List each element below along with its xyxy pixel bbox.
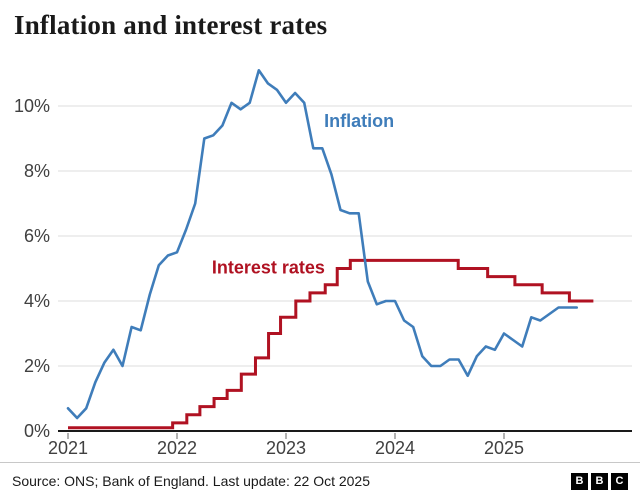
- chart-title: Inflation and interest rates: [14, 10, 328, 40]
- svg-text:2023: 2023: [266, 438, 306, 458]
- svg-text:2025: 2025: [484, 438, 524, 458]
- svg-text:Interest rates: Interest rates: [212, 257, 325, 277]
- line-chart: 0% 2% 4% 6% 8% 10% 2021 2022 2023 2024 2025 Inflati…: [14, 69, 632, 458]
- svg-text:4%: 4%: [24, 291, 50, 311]
- footer: Source: ONS; Bank of England. Last updat…: [0, 462, 640, 499]
- bbc-logo: B B C: [571, 472, 628, 490]
- svg-text:2%: 2%: [24, 356, 50, 376]
- bbc-logo-letter: C: [611, 472, 628, 490]
- svg-text:10%: 10%: [14, 96, 50, 116]
- bbc-logo-letter: B: [591, 472, 608, 490]
- svg-text:2022: 2022: [157, 438, 197, 458]
- svg-text:2021: 2021: [48, 438, 88, 458]
- bbc-logo-letter: B: [571, 472, 588, 490]
- svg-text:2024: 2024: [375, 438, 415, 458]
- svg-text:Inflation: Inflation: [324, 111, 394, 131]
- source-text: Source: ONS; Bank of England. Last updat…: [12, 473, 371, 489]
- svg-text:6%: 6%: [24, 226, 50, 246]
- svg-text:8%: 8%: [24, 161, 50, 181]
- svg-text:0%: 0%: [24, 421, 50, 441]
